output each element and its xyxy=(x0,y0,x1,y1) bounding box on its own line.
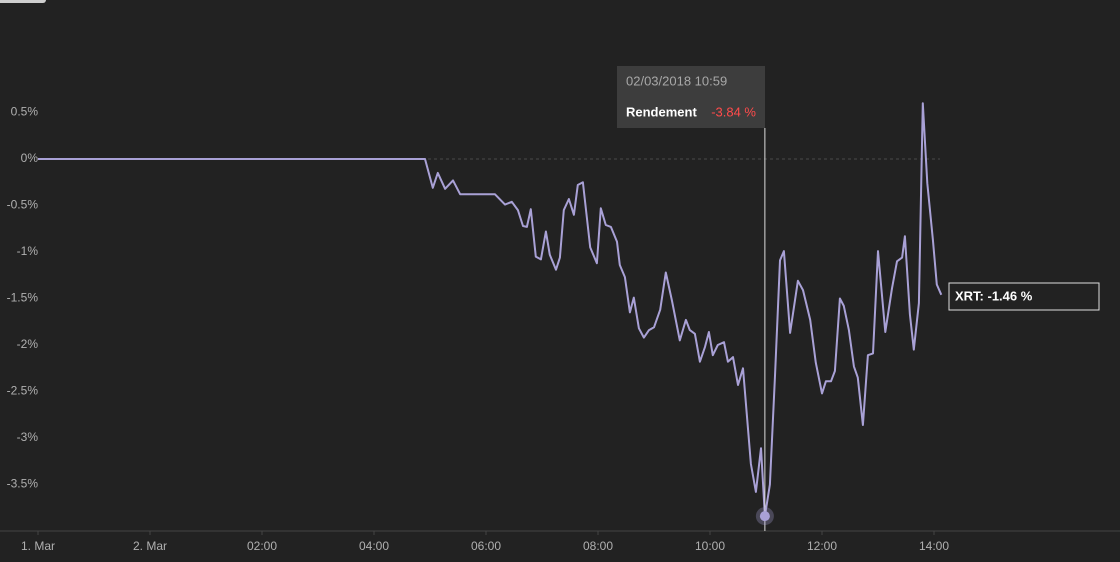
toolbar-button[interactable] xyxy=(0,0,46,3)
y-tick-label: -3.5% xyxy=(7,477,39,491)
tooltip-label: Rendement xyxy=(626,104,697,119)
x-tick-label: 06:00 xyxy=(471,539,501,553)
x-tick-label: 14:00 xyxy=(919,539,949,553)
series-line xyxy=(38,102,943,518)
plot-area: 0.5% 0% -0.5% -1% -1.5% -2% -2.5% -3% -3.5% 1. Ma… xyxy=(0,102,1120,553)
y-tick-label: -1% xyxy=(17,244,39,258)
y-tick-label: 0.5% xyxy=(11,105,39,119)
x-tick-label: 12:00 xyxy=(807,539,837,553)
y-tick-label: -2.5% xyxy=(7,384,39,398)
x-tick-label: 02:00 xyxy=(247,539,277,553)
overlay: 02/03/2018 10:59 Rendement -3.84 % XRT: … xyxy=(617,66,1100,311)
x-tick-label: 08:00 xyxy=(583,539,613,553)
y-tick-label: -0.5% xyxy=(7,198,39,212)
x-tick-label: 04:00 xyxy=(359,539,389,553)
y-tick-label: -1.5% xyxy=(7,291,39,305)
x-tick-label: 2. Mar xyxy=(133,539,167,553)
x-tick-label: 10:00 xyxy=(695,539,725,553)
x-tick-label: 1. Mar xyxy=(21,539,55,553)
end-label: XRT: -1.46 % xyxy=(955,288,1033,303)
y-tick-label: -3% xyxy=(17,430,39,444)
tooltip-value: -3.84 % xyxy=(711,104,756,119)
y-tick-label: 0% xyxy=(21,151,39,165)
hover-marker xyxy=(759,511,770,522)
tooltip-box xyxy=(617,66,765,128)
y-tick-label: -2% xyxy=(17,337,39,351)
end-label-box xyxy=(948,282,1100,311)
tooltip-date: 02/03/2018 10:59 xyxy=(626,73,727,88)
